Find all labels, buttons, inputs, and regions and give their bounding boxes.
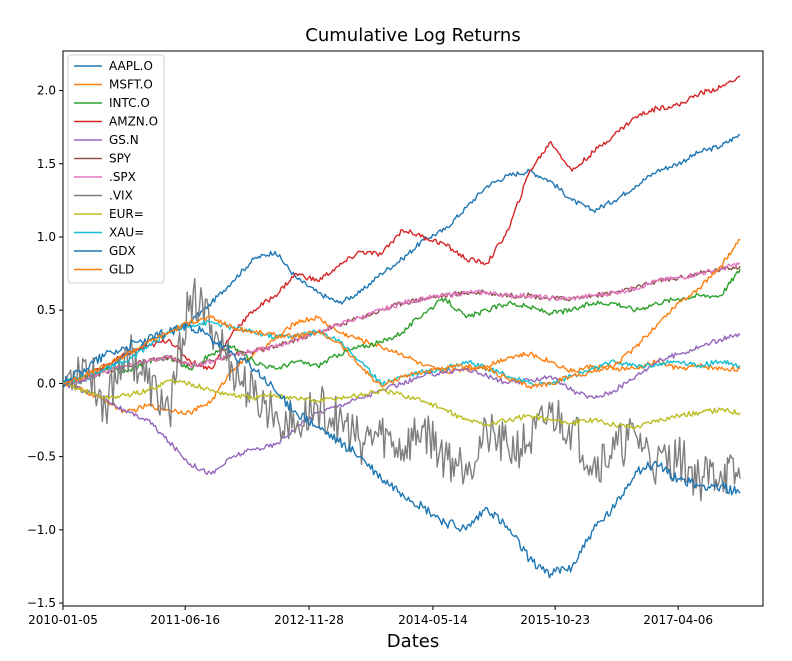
x-axis-label: Dates [387, 631, 439, 652]
legend-label: XAU= [109, 226, 144, 240]
series-line-amzno [62, 75, 741, 385]
legend-label: GDX [109, 244, 136, 258]
legend-label: EUR= [109, 207, 144, 221]
legend-label: AMZN.O [109, 115, 158, 129]
x-tick-label: 2017-04-06 [643, 613, 713, 627]
x-tick-label: 2012-11-28 [274, 613, 344, 627]
series-line-msfto [62, 315, 741, 416]
legend-label: .VIX [109, 189, 133, 203]
series-line-spx [62, 262, 741, 386]
y-tick-label: 0.5 [37, 303, 56, 317]
y-tick-label: 1.5 [37, 157, 56, 171]
legend-label: AAPL.O [109, 59, 153, 73]
x-tick-label: 2010-01-05 [28, 613, 98, 627]
x-tick-label: 2014-05-14 [398, 613, 468, 627]
x-tick-label: 2015-10-23 [520, 613, 590, 627]
legend-label: MSFT.O [109, 78, 153, 92]
chart-title: Cumulative Log Returns [305, 25, 520, 46]
x-tick-label: 2011-06-16 [150, 613, 220, 627]
legend-label: SPY [109, 152, 132, 166]
y-tick-label: −0.5 [27, 450, 56, 464]
axis-layer: −1.5 −1.0 −0.5 0.0 0.5 1.0 1.5 2.0 2010-01-05 201… [27, 84, 713, 627]
y-tick-label: 0.0 [37, 376, 56, 390]
legend-label: GS.N [109, 133, 139, 147]
y-tick-label: −1.0 [27, 523, 56, 537]
legend-box [67, 54, 165, 284]
series-line-vix [62, 277, 741, 502]
series-line-eur [62, 379, 741, 430]
series-line-gdx [62, 323, 741, 579]
legend: AAPL.O MSFT.O INTC.O AMZN.O GS.N SPY .SPX .VIX E… [67, 54, 165, 284]
y-tick-label: 1.0 [37, 230, 56, 244]
legend-label: INTC.O [109, 96, 150, 110]
y-tick-label: 2.0 [37, 84, 56, 98]
y-tick-label: −1.5 [27, 596, 56, 610]
series-layer [62, 75, 741, 579]
plot-area [62, 50, 764, 607]
series-line-gsn [62, 333, 741, 476]
legend-label: GLD [109, 263, 134, 277]
legend-label: .SPX [109, 170, 136, 184]
series-line-gld [62, 238, 741, 390]
